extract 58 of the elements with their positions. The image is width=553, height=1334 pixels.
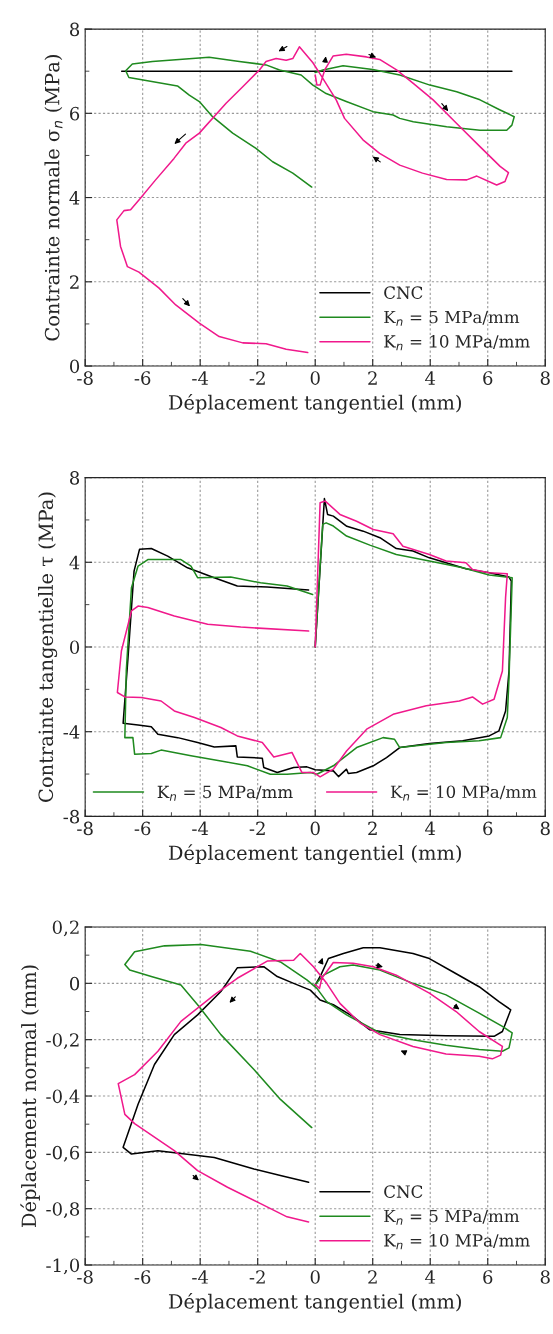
x-tick-label: 2 xyxy=(368,1270,377,1284)
legend-label: K$_{n}$ = 5 MPa/mm xyxy=(157,785,293,801)
y-tick-label: -0,4 xyxy=(46,1089,80,1106)
legend-label: K$_{n}$ = 10 MPa/mm xyxy=(384,335,530,351)
y-axis-title: Contrainte tangentielle τ (MPa) xyxy=(38,492,58,802)
x-tick-label: 8 xyxy=(540,821,550,836)
y-tick-label: -4 xyxy=(63,725,80,739)
line-series xyxy=(124,56,515,188)
x-tick-label: 2 xyxy=(368,371,377,385)
x-axis-title: Déplacement tangentiel (mm) xyxy=(168,393,461,414)
line-series xyxy=(122,947,512,1183)
x-tick-label: 2 xyxy=(368,821,377,835)
legend-label: K$_{n}$ = 10 MPa/mm xyxy=(384,1234,530,1250)
x-axis-title: Déplacement tangentiel (mm) xyxy=(168,1292,461,1313)
legend-label: CNC xyxy=(384,286,423,299)
y-tick-label: -0,6 xyxy=(46,1145,80,1162)
x-tick-label: 4 xyxy=(425,1270,436,1284)
y-tick-label: 8 xyxy=(70,471,80,485)
legend-label: K$_{n}$ = 5 MPa/mm xyxy=(384,310,520,326)
y-axis-title: Contrainte normale σ$_{n}$ (MPa) xyxy=(44,55,63,341)
y-tick-label: -8 xyxy=(63,809,80,824)
x-tick-label: -4 xyxy=(192,821,209,835)
x-tick-label: -2 xyxy=(249,821,265,835)
x-tick-label: -6 xyxy=(134,821,151,836)
x-tick-label: -2 xyxy=(249,371,265,385)
y-axis-title: Déplacement normal (mm) xyxy=(20,965,40,1228)
y-tick-label: 0 xyxy=(70,640,80,655)
x-tick-label: 6 xyxy=(483,1270,493,1284)
x-tick-label: 6 xyxy=(483,821,493,836)
x-tick-label: -2 xyxy=(249,1270,265,1284)
legend-label: K$_{n}$ = 10 MPa/mm xyxy=(390,785,537,801)
x-tick-label: -6 xyxy=(134,371,151,385)
legend-label: CNC xyxy=(384,1185,423,1198)
y-tick-label: 0,2 xyxy=(52,920,79,937)
x-tick-label: 4 xyxy=(425,821,436,835)
x-tick-label: -6 xyxy=(134,1270,151,1284)
x-tick-label: -4 xyxy=(192,1270,209,1284)
x-tick-label: 4 xyxy=(425,371,436,385)
y-tick-label: 0 xyxy=(70,976,80,991)
x-tick-label: 8 xyxy=(540,1270,550,1284)
y-tick-label: 6 xyxy=(70,106,80,121)
x-tick-label: -4 xyxy=(192,371,209,385)
line-series xyxy=(124,943,513,1129)
y-tick-label: 8 xyxy=(70,22,80,37)
y-tick-label: 2 xyxy=(70,275,79,289)
x-tick-label: 8 xyxy=(540,371,550,385)
x-tick-label: 0 xyxy=(310,1270,320,1284)
x-tick-label: 0 xyxy=(310,371,320,385)
y-tick-label: -0,2 xyxy=(46,1033,79,1049)
y-tick-label: -1,0 xyxy=(46,1258,80,1275)
x-tick-label: 6 xyxy=(483,371,493,385)
y-tick-label: 4 xyxy=(69,555,80,570)
x-axis-title: Déplacement tangentiel (mm) xyxy=(168,844,461,865)
y-tick-label: 0 xyxy=(70,359,80,374)
legend-label: K$_{n}$ = 5 MPa/mm xyxy=(384,1209,520,1225)
y-tick-label: -0,8 xyxy=(46,1202,80,1219)
y-tick-label: 4 xyxy=(69,191,80,205)
x-tick-label: 0 xyxy=(310,821,320,836)
